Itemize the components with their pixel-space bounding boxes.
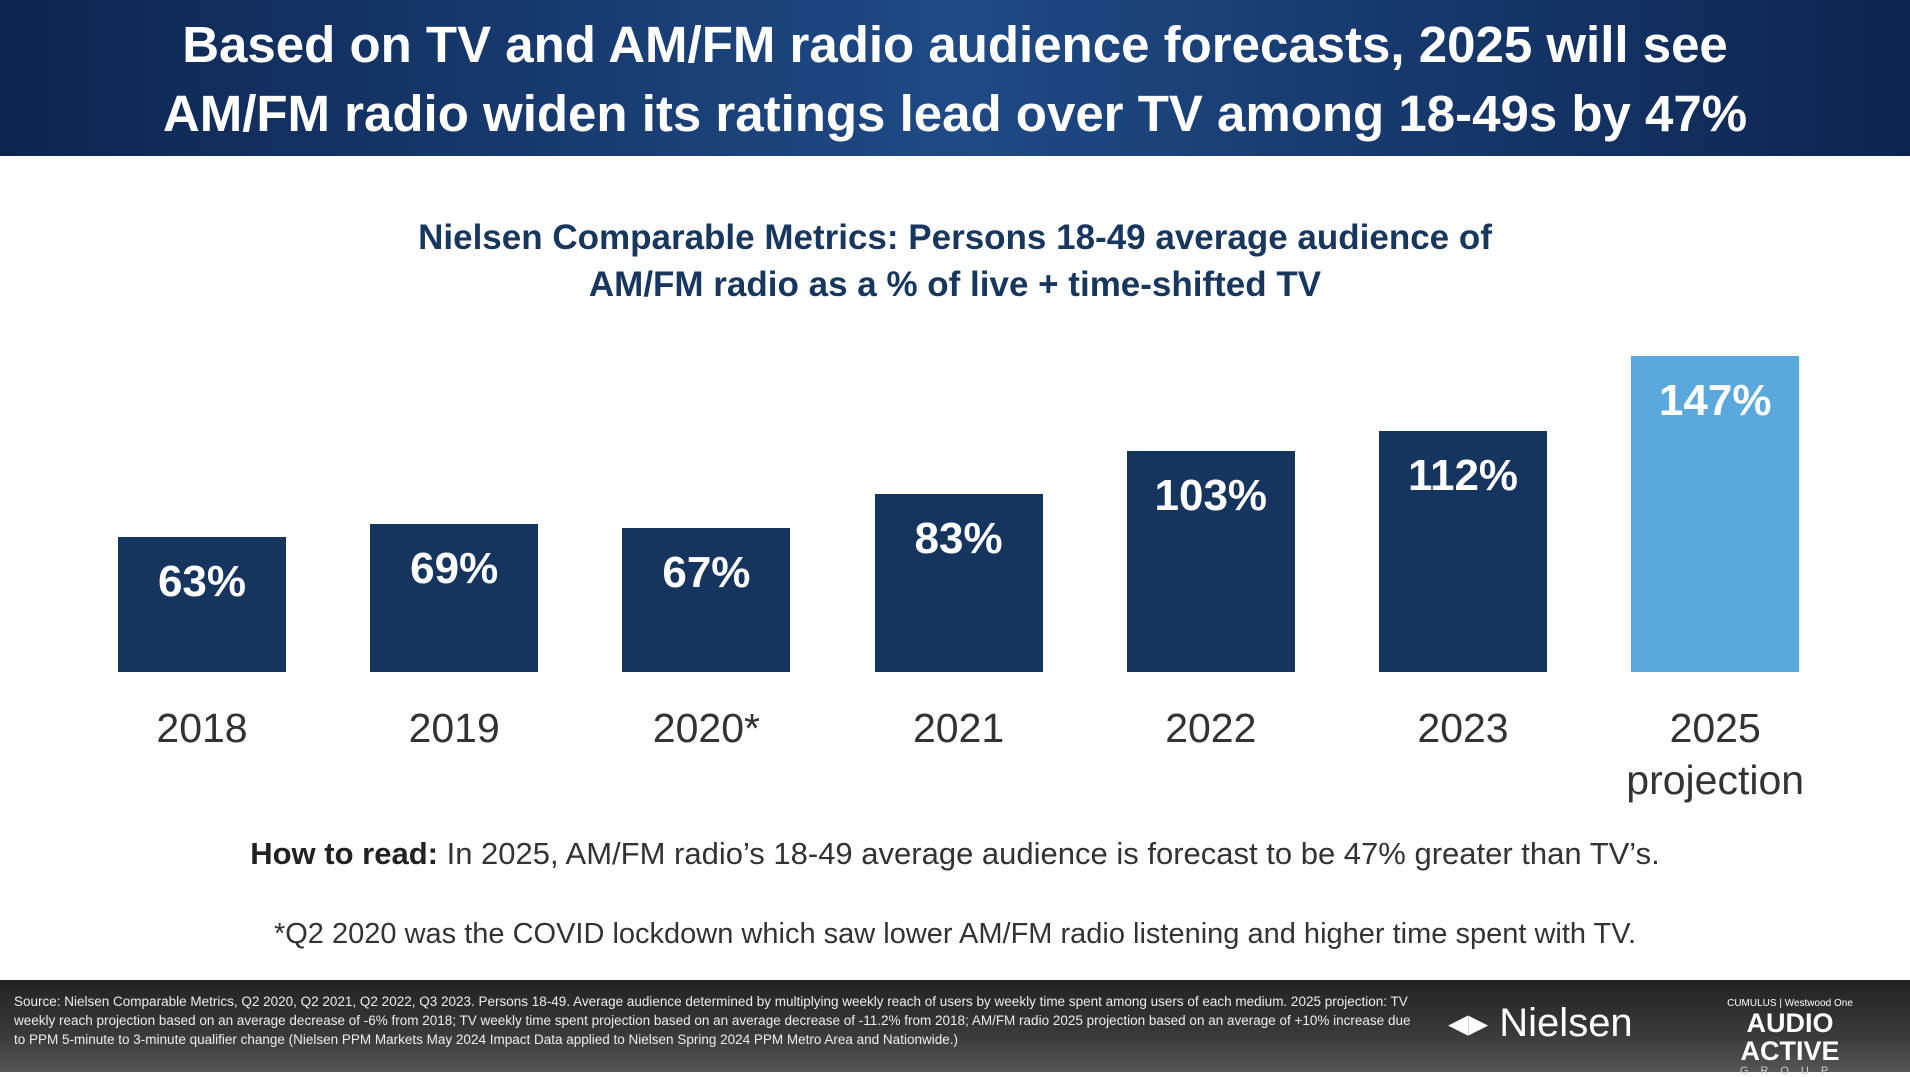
headline-line-1: Based on TV and AM/FM radio audience for…: [182, 16, 1728, 73]
x-tick-label: 2020*: [652, 705, 760, 751]
value-label: 103%: [1154, 470, 1268, 520]
bar-2021: [874, 493, 1043, 672]
audio-active-group-logo: CUMULUS | Westwood One AUDIO ACTIVE GROU…: [1695, 998, 1885, 1077]
slide-header: Based on TV and AM/FM radio audience for…: [0, 0, 1910, 156]
how-to-read-label: How to read:: [250, 836, 438, 871]
x-tick-label: 2025 projection: [1626, 705, 1805, 803]
value-label: 69%: [410, 543, 499, 593]
bar-2019: [370, 523, 539, 672]
bar-2022: [1126, 450, 1295, 672]
bar-chart: 63% 2018 69% 2019 67% 2020* 83% 2021 103% 2022 112…: [118, 356, 1805, 803]
value-label: 147%: [1658, 376, 1772, 425]
x-tick-label: 2021: [912, 705, 1005, 751]
x-tick-label: 2018: [156, 705, 248, 751]
x-tick-label: 2022: [1165, 705, 1257, 751]
bar-2025: [1631, 356, 1800, 672]
how-to-read: How to read: In 2025, AM/FM radio’s 18-4…: [0, 836, 1910, 872]
aag-logo-top: CUMULUS | Westwood One: [1727, 998, 1853, 1009]
value-label: 83%: [914, 513, 1003, 563]
nielsen-logo-text: Nielsen: [1499, 1001, 1633, 1045]
value-label: 67%: [662, 547, 751, 597]
bar-2023: [1379, 431, 1547, 672]
x-tick-label: 2023: [1417, 705, 1509, 751]
footnote: *Q2 2020 was the COVID lockdown which sa…: [273, 918, 1637, 950]
bar-2018: [118, 536, 286, 672]
bar-2020*: [622, 527, 791, 672]
nielsen-logo-icon: ◂▸: [1448, 1001, 1500, 1045]
chart-title-line-2: AM/FM radio as a % of live + time-shifte…: [588, 265, 1322, 304]
x-tick-label: 2019: [408, 705, 500, 751]
value-label: 63%: [157, 556, 247, 606]
aag-logo-bottom: GROUP: [1739, 1065, 1841, 1077]
chart-title: Nielsen Comparable Metrics: Persons 18-4…: [0, 214, 1910, 308]
nielsen-logo: ◂▸ Nielsen: [1448, 1000, 1633, 1046]
how-to-read-text: In 2025, AM/FM radio’s 18-49 average aud…: [437, 836, 1660, 871]
value-label: 112%: [1407, 451, 1519, 501]
source-text: Source: Nielsen Comparable Metrics, Q2 2…: [14, 994, 1411, 1047]
chart-title-line-1: Nielsen Comparable Metrics: Persons 18-4…: [418, 218, 1492, 257]
headline-line-2: AM/FM radio widen its ratings lead over …: [162, 85, 1748, 142]
footer: Source: Nielsen Comparable Metrics, Q2 2…: [0, 980, 1910, 1077]
aag-logo-mid: AUDIO ACTIVE: [1740, 1008, 1840, 1066]
